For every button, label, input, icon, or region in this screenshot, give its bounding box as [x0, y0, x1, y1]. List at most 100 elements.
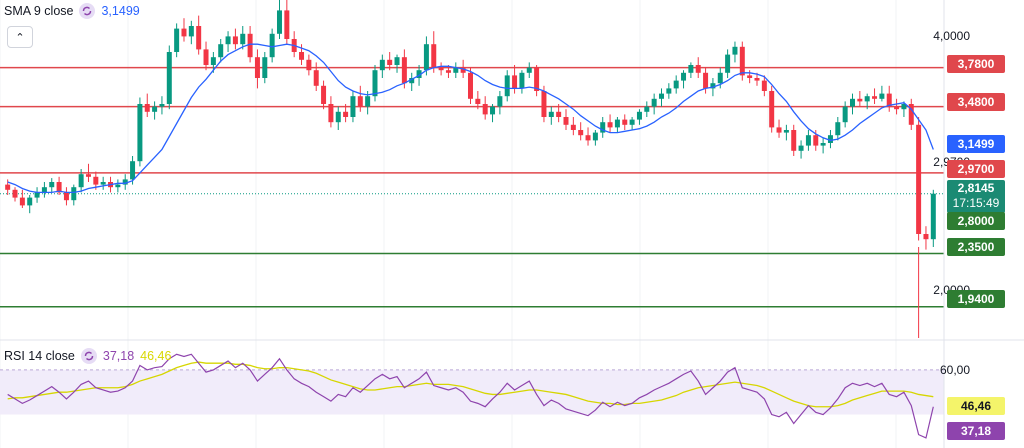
level-tag: 1,9400 — [947, 290, 1005, 308]
sma-legend-label: SMA 9 close — [4, 4, 74, 18]
current-price: 2,8145 — [957, 181, 995, 195]
candle-body — [445, 70, 451, 73]
candle-body — [850, 98, 855, 107]
rsi-tag: 37,18 — [947, 422, 1005, 440]
candle-body — [247, 33, 253, 58]
refresh-icon[interactable] — [79, 3, 96, 19]
candle-body — [908, 104, 914, 125]
rsi-tick: 60,00 — [939, 363, 970, 377]
candle-body — [725, 54, 731, 73]
candle-body — [41, 187, 47, 193]
candle-body — [901, 104, 907, 110]
candle-body — [835, 122, 841, 136]
candle-body — [232, 36, 238, 45]
candle-body — [614, 119, 620, 128]
candle-body — [262, 57, 268, 78]
candle-body — [497, 96, 503, 107]
candle-body — [350, 96, 356, 117]
candle-body — [335, 111, 341, 123]
level-tag: 2,3500 — [947, 238, 1005, 256]
rsi-legend-label: RSI 14 close — [4, 349, 75, 363]
candle-body — [710, 83, 716, 89]
candle-body — [453, 67, 459, 73]
candle-body — [791, 130, 797, 151]
candle-body — [409, 78, 415, 84]
sma-legend[interactable]: SMA 9 close 3,1499 — [4, 3, 140, 19]
candle-body — [923, 234, 929, 240]
candle-body — [284, 10, 290, 39]
candle-body — [783, 130, 789, 133]
candle-body — [769, 91, 775, 128]
candle-body — [299, 52, 305, 60]
collapse-button[interactable]: ⌃ — [7, 26, 33, 48]
candle-body — [19, 197, 25, 206]
candle-body — [438, 67, 444, 71]
candle-body — [174, 28, 180, 52]
candle-body — [152, 106, 158, 112]
candle-body — [798, 145, 804, 151]
rsi-line — [7, 353, 934, 439]
candle-body — [636, 111, 642, 120]
candle-body — [930, 193, 936, 240]
candle-body — [203, 49, 209, 65]
candle-body — [12, 189, 18, 198]
bar-countdown: 17:15:49 — [952, 196, 1000, 210]
candle-body — [27, 197, 33, 206]
rsi-ma-legend-value: 46,46 — [140, 349, 172, 363]
candle-body — [269, 33, 275, 58]
candle-body — [34, 192, 40, 198]
chevron-up-icon: ⌃ — [15, 31, 25, 44]
candle-body — [122, 179, 128, 185]
level-tag: 3,7800 — [947, 55, 1005, 73]
candle-body — [622, 119, 628, 125]
candle-body — [313, 70, 319, 86]
candle-body — [401, 57, 407, 84]
support-tag: 2,8000 — [947, 212, 1005, 230]
candle-body — [460, 67, 466, 73]
candle-body — [343, 111, 349, 117]
candle-body — [357, 96, 363, 107]
level-tag: 3,4800 — [947, 93, 1005, 111]
sma-legend-value: 3,1499 — [101, 4, 140, 18]
candle-body — [864, 96, 870, 102]
refresh-icon[interactable] — [80, 348, 97, 364]
candle-body — [379, 59, 385, 71]
candle-body — [71, 187, 77, 201]
candle-body — [196, 26, 202, 50]
candle-body — [703, 72, 709, 89]
candle-body — [776, 127, 782, 133]
candle-body — [658, 93, 664, 99]
candle-body — [115, 184, 121, 188]
candle-body — [813, 135, 819, 146]
candle-body — [827, 135, 833, 143]
candle-body — [673, 80, 679, 89]
candle-body — [188, 26, 194, 37]
sma-line — [7, 43, 934, 194]
candle-body — [240, 33, 246, 45]
sma-price-tag: 3,1499 — [947, 135, 1005, 153]
candle-body — [717, 72, 723, 84]
candle-body — [181, 28, 187, 37]
rsi-ma-line — [7, 361, 934, 408]
candle-body — [328, 104, 334, 123]
candle-body — [820, 143, 826, 146]
candle-body — [137, 104, 143, 162]
candle-body — [754, 78, 760, 81]
candle-body — [56, 182, 62, 193]
candle-body — [688, 65, 694, 73]
candle-body — [916, 124, 922, 234]
candle-body — [276, 10, 282, 34]
rsi-legend-value: 37,18 — [102, 349, 135, 363]
candle-body — [548, 111, 554, 117]
candle-body — [210, 57, 216, 65]
candle-body — [600, 122, 606, 133]
candle-body — [100, 182, 106, 185]
rsi-legend[interactable]: RSI 14 close 37,18 46,46 — [4, 348, 171, 364]
candle-body — [63, 192, 69, 201]
candle-body — [681, 72, 687, 81]
price-tick: 4,0000 — [933, 29, 970, 43]
candle-body — [166, 52, 172, 104]
candle-body — [879, 93, 885, 99]
candle-body — [534, 67, 540, 91]
